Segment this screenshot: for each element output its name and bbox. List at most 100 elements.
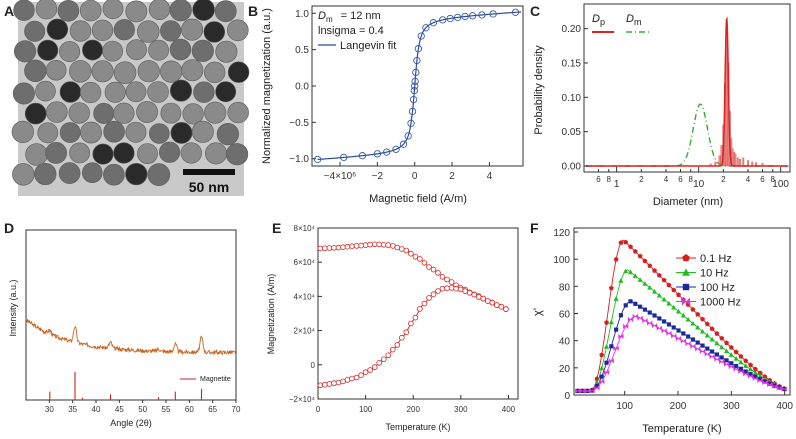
x-minor-tick-label: 8 — [770, 175, 775, 184]
nanoparticle — [215, 40, 238, 63]
marker-bowtie — [728, 364, 734, 370]
x-tick-label: 300 — [723, 401, 740, 412]
nanoparticle — [125, 121, 147, 143]
marker-pentagon — [656, 272, 662, 278]
nanoparticle — [82, 162, 103, 183]
x-tick-label: 1 — [614, 179, 620, 190]
panel-f-series — [575, 239, 787, 394]
data-point — [340, 244, 346, 251]
panel-b-ylabel: Normalized magnetization (a.u.) — [261, 8, 273, 164]
panel-letter-d: D — [4, 220, 14, 236]
marker-square — [614, 327, 619, 332]
data-point — [503, 306, 509, 312]
data-point — [410, 86, 418, 95]
x-tick-label: 60 — [185, 405, 194, 414]
y-tick-label: 4×10⁴ — [294, 292, 316, 301]
data-point — [417, 256, 423, 262]
nanoparticle — [14, 40, 37, 63]
panel-c-histogram — [709, 28, 764, 167]
langevin-fit-line — [317, 11, 522, 160]
legend-label: 1000 Hz — [700, 297, 741, 309]
data-point — [413, 56, 421, 65]
data-point — [408, 107, 417, 116]
nanoparticle — [37, 122, 59, 144]
nanoparticle — [182, 103, 204, 125]
marker-bowtie — [632, 313, 638, 319]
marker-triangle — [656, 292, 662, 298]
histogram-bar — [739, 158, 741, 167]
marker-bowtie — [575, 388, 581, 394]
panel-b-ticks: −4×10⁶ −2 0 2 4 −1.0 −0.5 0.0 0.5 1.0 — [289, 9, 492, 182]
marker-bowtie — [656, 325, 662, 331]
y-tick-label: 0.0 — [295, 82, 309, 93]
marker-square — [594, 384, 600, 389]
dm-distribution-line — [585, 103, 789, 167]
nanoparticle — [12, 163, 35, 186]
marker-bowtie — [704, 351, 710, 357]
data-point — [373, 150, 382, 158]
marker-triangle — [632, 273, 638, 279]
y-tick-label: 0 — [311, 361, 316, 370]
nanoparticle — [203, 21, 226, 43]
x-tick-label: 30 — [45, 405, 54, 414]
marker-triangle — [704, 332, 710, 338]
x-tick-label: 10 — [693, 179, 705, 190]
marker-triangle — [618, 278, 624, 283]
marker-square — [705, 346, 710, 351]
nanoparticle — [46, 18, 69, 40]
marker-triangle — [651, 288, 658, 294]
marker-triangle — [690, 320, 696, 326]
marker-square — [647, 310, 652, 315]
panel-b-xlabel: Magnetic field (A/m) — [369, 193, 467, 205]
marker-pentagon — [752, 366, 758, 372]
data-point — [398, 246, 405, 252]
data-point — [344, 377, 351, 383]
marker-triangle — [709, 336, 715, 342]
data-point — [461, 12, 469, 21]
nanoparticle — [125, 81, 147, 103]
data-point — [475, 294, 482, 300]
data-point — [439, 285, 446, 292]
marker-triangle — [627, 269, 634, 275]
marker-bowtie — [685, 341, 691, 347]
nanoparticle — [205, 142, 228, 165]
histogram-bar — [736, 157, 739, 167]
nanoparticle — [159, 141, 181, 163]
x-minor-tick-label: 8 — [606, 175, 611, 184]
data-point — [489, 10, 497, 18]
legend-item: 0.1 Hz — [676, 253, 732, 265]
data-point — [426, 264, 432, 270]
marker-square — [628, 299, 633, 304]
x-tick-label: 100 — [616, 401, 633, 412]
marker-pentagon — [757, 370, 763, 376]
nanoparticle — [102, 0, 124, 20]
data-point — [385, 352, 392, 359]
data-point — [376, 359, 383, 366]
data-point — [411, 77, 419, 86]
marker-square — [604, 360, 609, 365]
nanoparticle — [193, 81, 215, 103]
series-line — [320, 243, 509, 311]
nanoparticle — [103, 120, 125, 143]
scale-bar — [183, 169, 235, 175]
nanoparticle — [137, 20, 160, 43]
nanoparticle — [93, 102, 115, 124]
magnetite-reference-lines — [49, 372, 203, 400]
panel-e-ylabel: Magnetization (A/m) — [266, 274, 276, 355]
marker-triangle — [733, 355, 739, 361]
data-point — [417, 32, 425, 40]
nanoparticle — [226, 143, 249, 166]
data-point — [462, 288, 468, 294]
annotation-dm-symbol: D — [318, 10, 326, 22]
y-tick-label: 0.5 — [295, 45, 309, 56]
panel-e-frame — [317, 227, 519, 400]
data-point — [380, 356, 387, 363]
nanoparticle — [103, 163, 125, 186]
marker-pentagon — [714, 331, 720, 336]
marker-square — [734, 363, 739, 369]
panel-f-ylabel: χ' — [532, 308, 544, 316]
data-point — [335, 379, 342, 386]
y-tick-label: −1.0 — [289, 154, 309, 165]
marker-triangle — [599, 365, 605, 371]
